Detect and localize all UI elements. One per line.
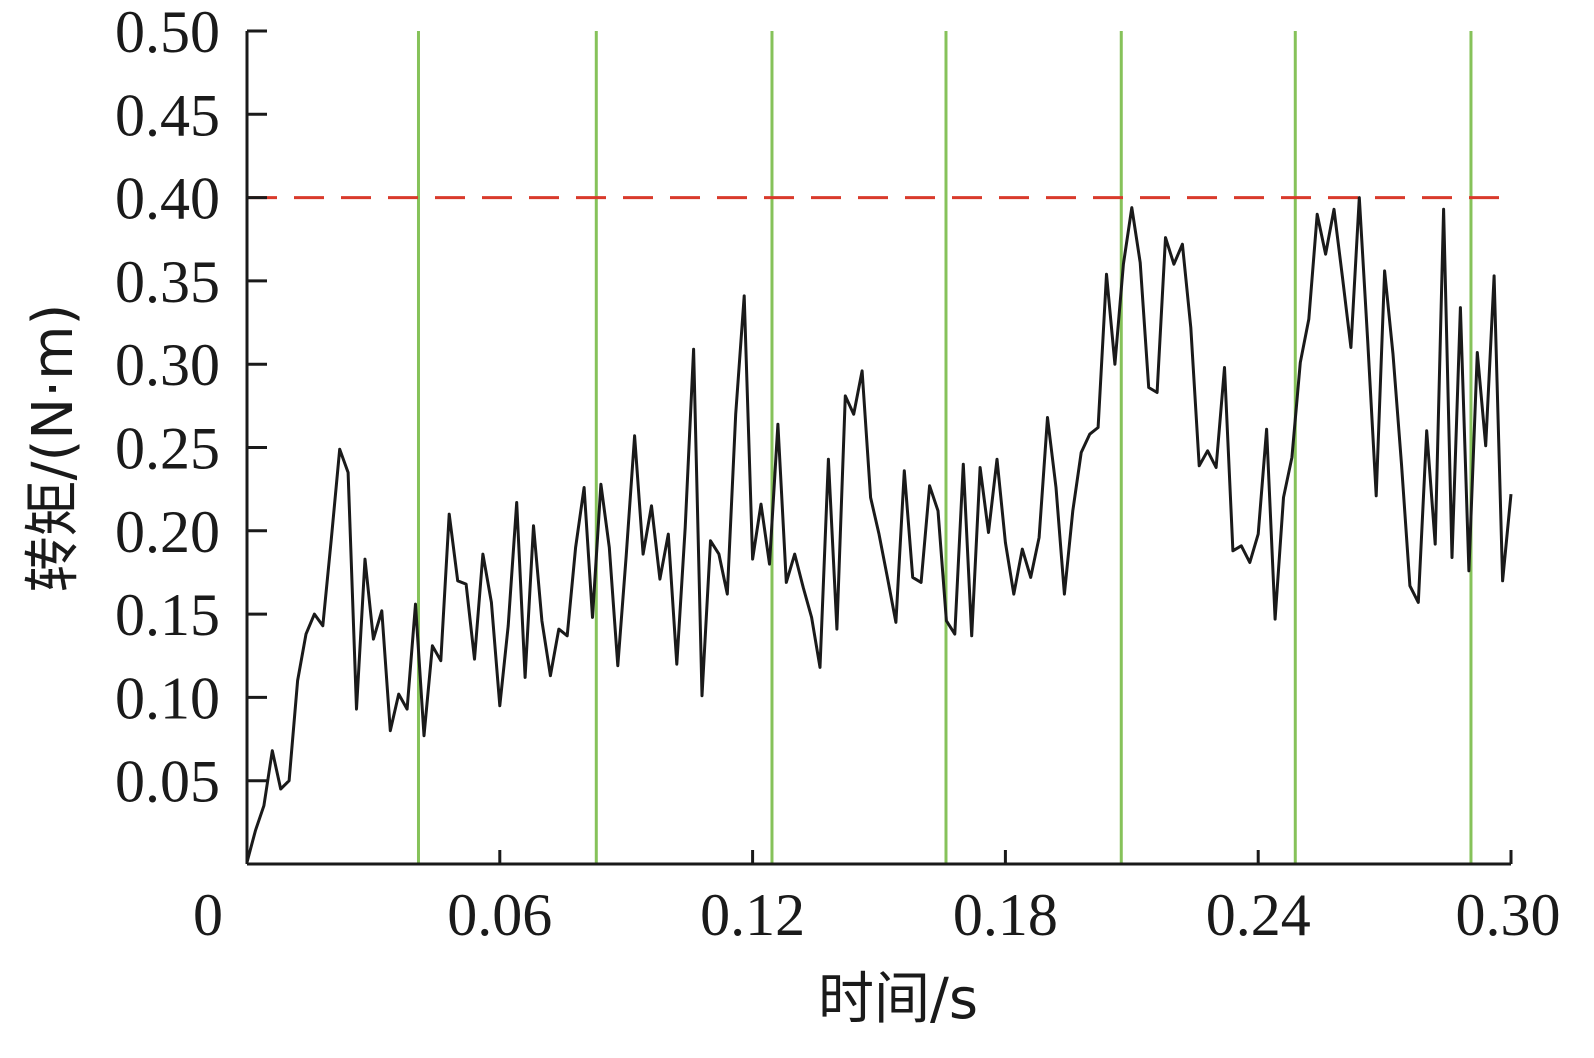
x-tick-label: 0.18 bbox=[953, 882, 1058, 948]
x-tick-label: 0 bbox=[193, 882, 223, 948]
y-tick-label: 0.50 bbox=[115, 0, 220, 65]
x-tick-label: 0.24 bbox=[1206, 882, 1311, 948]
y-tick-label: 0.10 bbox=[115, 665, 220, 731]
y-tick-label: 0.40 bbox=[115, 166, 220, 232]
green-vertical-markers bbox=[245, 31, 1473, 864]
y-tick-label: 0.30 bbox=[115, 332, 220, 398]
y-tick-label: 0.15 bbox=[115, 582, 220, 648]
torque-series bbox=[245, 196, 1513, 863]
y-axis-label: 转矩/(N·m) bbox=[21, 304, 86, 593]
series-line-0 bbox=[245, 196, 1513, 863]
x-axis-label: 时间/s bbox=[818, 967, 978, 1032]
x-tick-label: 0.06 bbox=[447, 882, 552, 948]
x-tick-label: 0.30 bbox=[1456, 882, 1561, 948]
x-axis-ticks: 0 0.06 0.12 0.18 0.24 0.30 bbox=[193, 850, 1561, 948]
y-tick-label: 0.45 bbox=[115, 82, 220, 148]
x-tick-label: 0.12 bbox=[700, 882, 805, 948]
axes bbox=[245, 31, 1511, 866]
y-tick-label: 0.05 bbox=[115, 749, 220, 815]
y-tick-label: 0.20 bbox=[115, 499, 220, 565]
y-tick-label: 0.25 bbox=[115, 416, 220, 482]
y-axis-ticks: 0.05 0.10 0.15 0.20 0.25 0.30 0.35 0.40 0.45 0.50 bbox=[115, 0, 267, 815]
y-tick-label: 0.35 bbox=[115, 249, 220, 315]
